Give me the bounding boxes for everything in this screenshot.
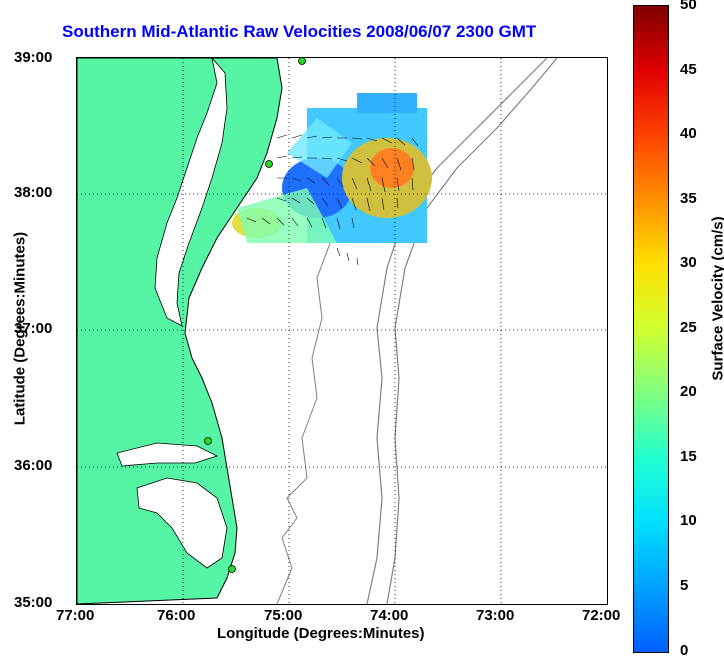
- colorbar-tick: 20: [680, 383, 697, 400]
- station-marker: [298, 58, 306, 65]
- land-mass: [77, 58, 283, 604]
- colorbar-tick: 40: [680, 125, 697, 142]
- x-tick-label: 72:00: [582, 607, 621, 624]
- colorbar-tick: 5: [680, 577, 689, 594]
- y-tick-label: 35:00: [14, 594, 53, 611]
- pamlico-sound: [136, 477, 228, 569]
- velocity-field: [232, 93, 432, 243]
- colorbar-tick: 45: [680, 61, 697, 78]
- y-tick-label: 36:00: [14, 457, 53, 474]
- y-axis-label: Latitude (Degrees:Minutes): [11, 231, 29, 426]
- x-tick-label: 75:00: [264, 607, 303, 624]
- chesapeake-bay: [154, 58, 228, 327]
- colorbar-tick: 30: [680, 254, 697, 271]
- x-tick-label: 76:00: [157, 607, 196, 624]
- colorbar-tick: 15: [680, 448, 697, 465]
- bathymetry-contour: [366, 58, 548, 604]
- colorbar: [633, 5, 669, 653]
- station-marker: [228, 565, 236, 573]
- bathymetry-contour: [276, 207, 343, 604]
- grid-lines: [77, 58, 607, 604]
- station-marker: [204, 437, 212, 445]
- chart-title: Southern Mid-Atlantic Raw Velocities 200…: [62, 22, 537, 41]
- map-svg: [77, 58, 607, 604]
- map-plot-area: [76, 57, 608, 605]
- colorbar-tick: 50: [680, 0, 697, 13]
- bathymetry-contour: [386, 58, 558, 604]
- y-tick-label: 39:00: [14, 49, 53, 66]
- x-tick-label: 77:00: [56, 607, 95, 624]
- colorbar-tick: 10: [680, 512, 697, 529]
- velocity-vectors: [246, 134, 419, 266]
- radar-stations: [204, 58, 306, 573]
- albemarle-sound: [116, 442, 219, 467]
- x-tick-label: 74:00: [370, 607, 409, 624]
- colorbar-label: Surface Velocity (cm/s): [709, 216, 724, 381]
- station-marker: [265, 160, 273, 168]
- y-tick-label: 37:00: [14, 320, 53, 337]
- colorbar-tick: 0: [680, 642, 689, 659]
- y-tick-label: 38:00: [14, 184, 53, 201]
- x-tick-label: 73:00: [476, 607, 515, 624]
- colorbar-tick: 35: [680, 190, 697, 207]
- colorbar-tick: 25: [680, 319, 697, 336]
- x-axis-label: Longitude (Degrees:Minutes): [217, 625, 425, 642]
